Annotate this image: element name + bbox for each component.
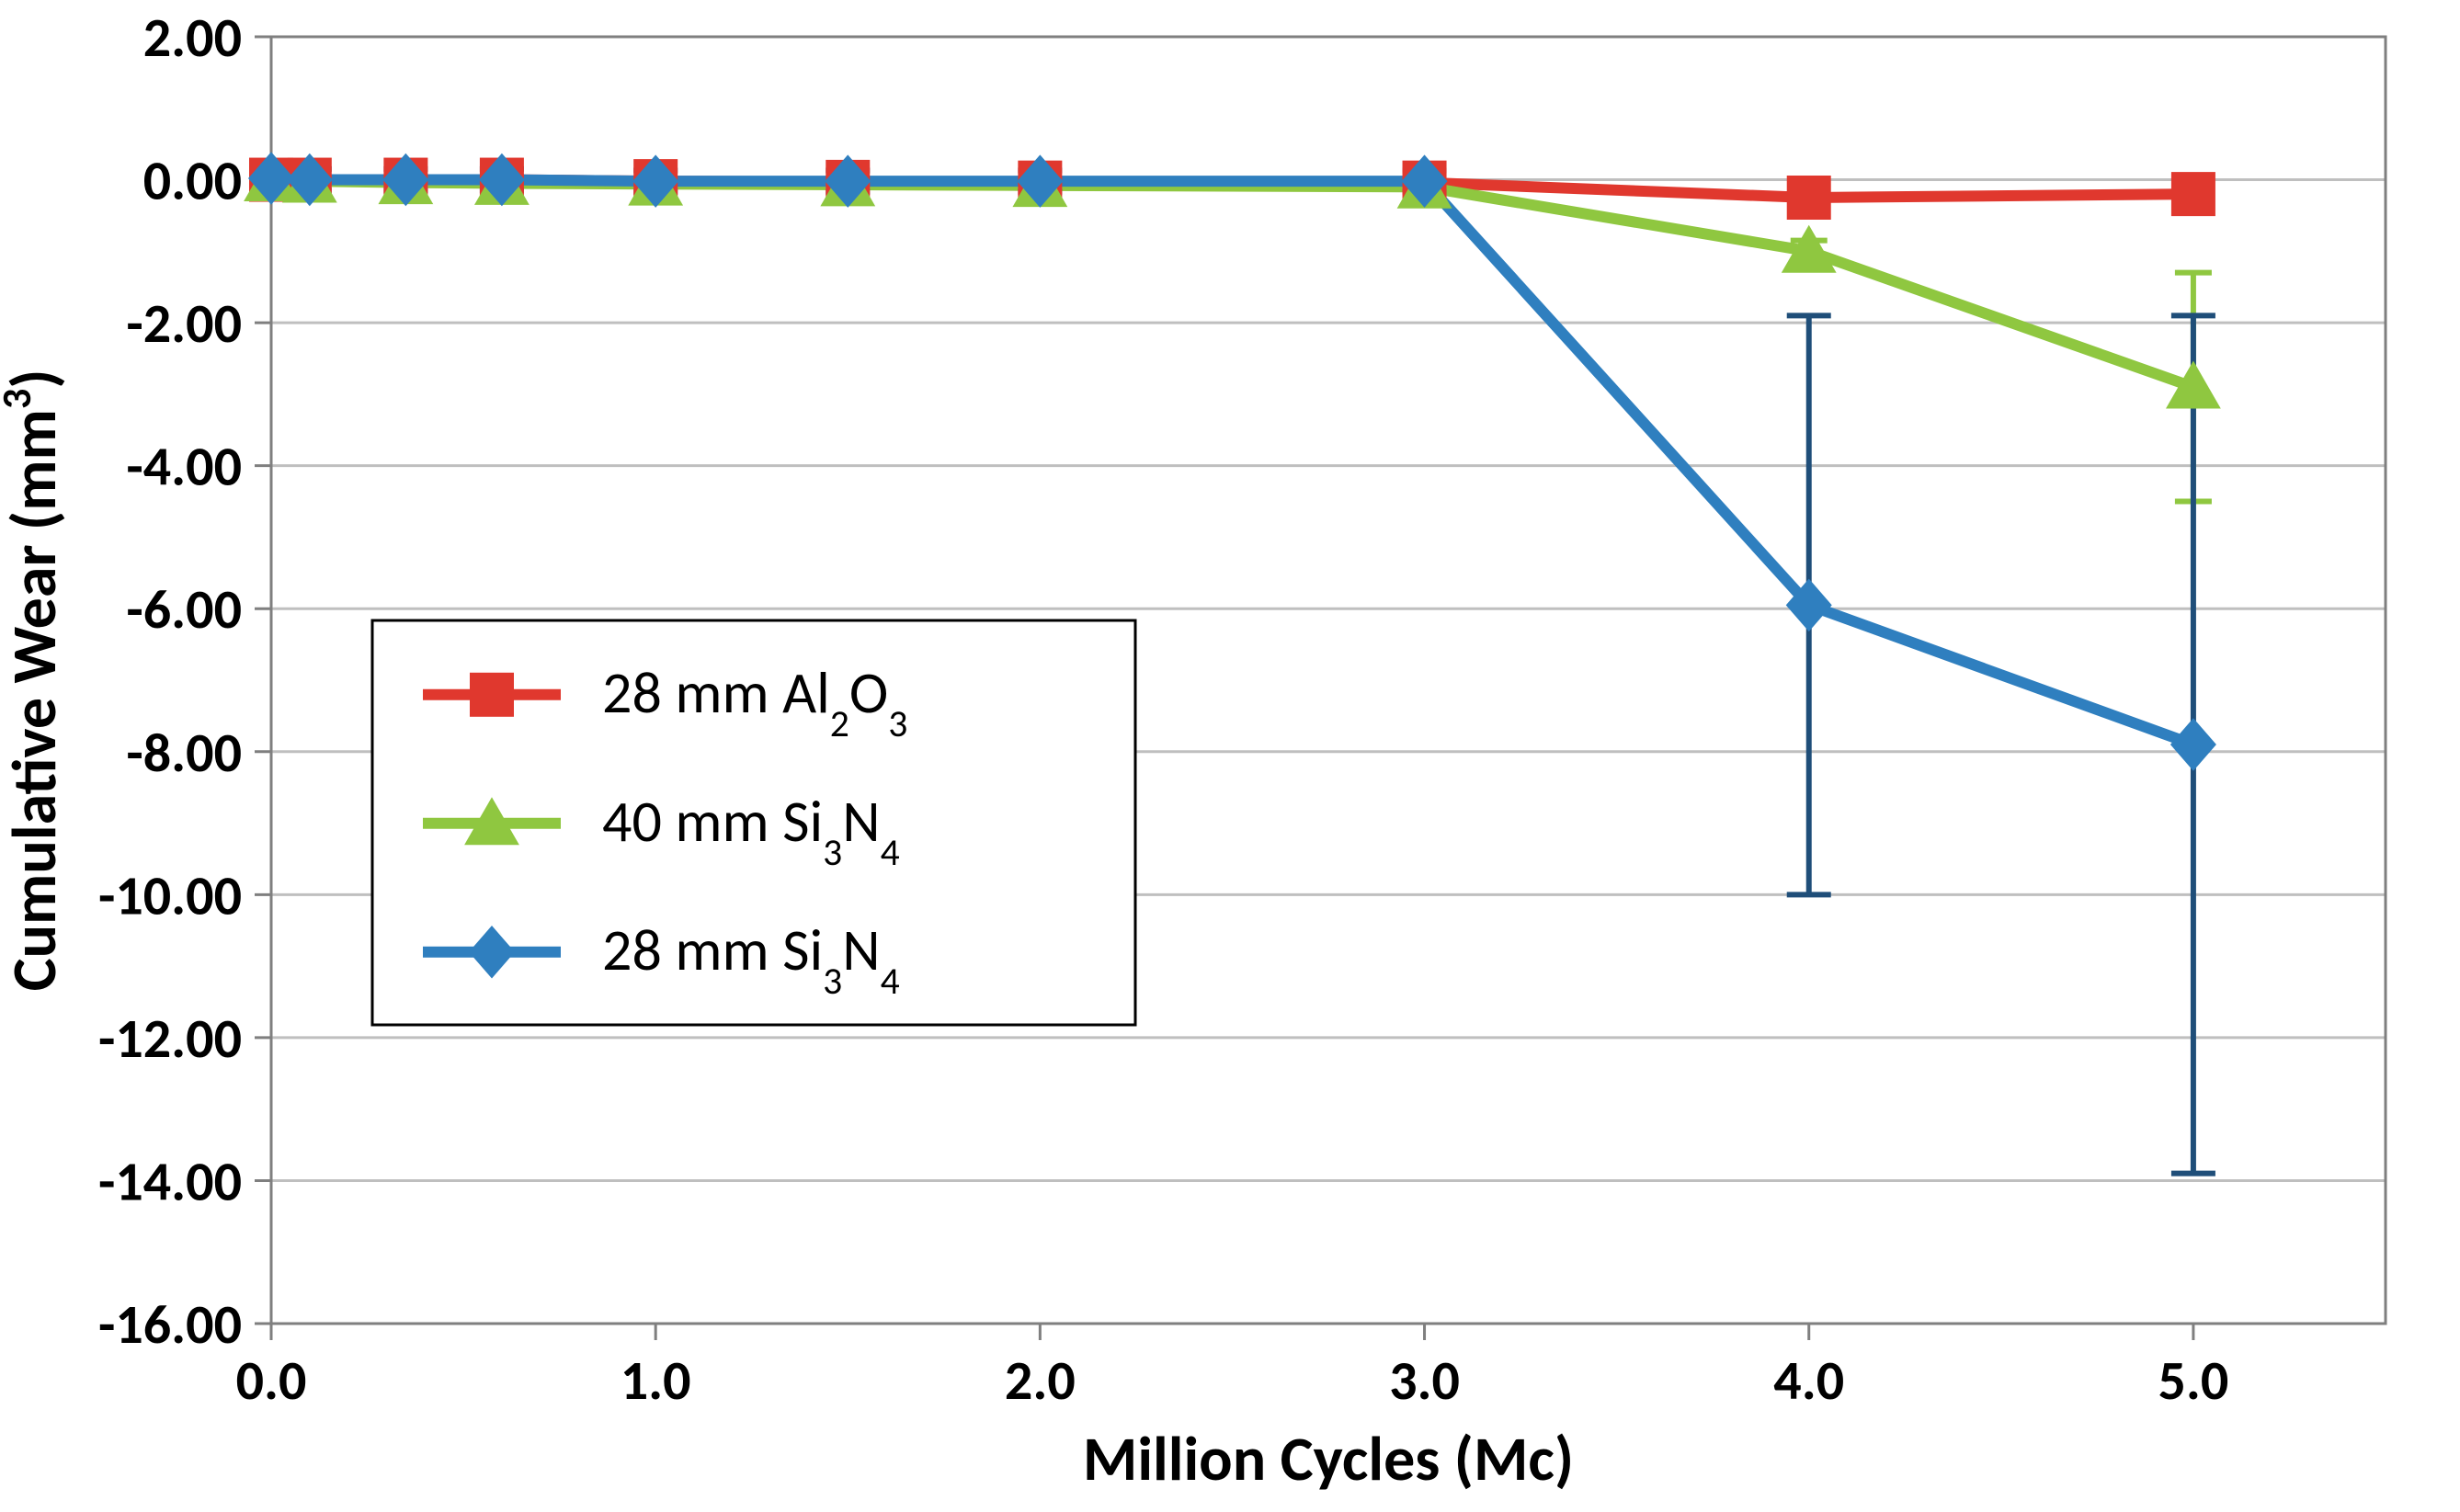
wear-chart: 0.0 1.0 2.0 3.0 4.0 5.0 2.00 0.00 -2.00 -4.00 -6.0… [0,0,2460,1512]
y-tick-label: -2.00 [126,290,242,358]
x-tick-label: 0.0 [236,1347,307,1415]
y-tick-label: 2.00 [143,5,242,72]
y-tick-label: -4.00 [126,434,242,501]
x-tick-label: 5.0 [2158,1347,2228,1415]
chart-container: 0.0 1.0 2.0 3.0 4.0 5.0 2.00 0.00 -2.00 -4.00 -6.0… [0,0,2460,1512]
y-tick-label: -8.00 [126,720,242,787]
marker-square [2171,172,2215,216]
x-axis-title: Million Cycles (Mc) [1083,1421,1574,1497]
y-tick-label: -16.00 [98,1291,242,1359]
x-tick-label: 1.0 [621,1347,691,1415]
x-tick-label: 2.0 [1005,1347,1076,1415]
y-tick-label: -12.00 [98,1006,242,1073]
y-tick-label: 0.00 [143,148,242,215]
y-tick-label: -6.00 [126,576,242,643]
marker-square [1787,176,1831,220]
y-tick-label: -14.00 [98,1148,242,1215]
marker-square [470,673,514,717]
x-tick-label: 4.0 [1773,1347,1844,1415]
y-axis-title: Cumulative Wear (mm3) [0,369,73,992]
x-tick-label: 3.0 [1389,1347,1460,1415]
y-tick-label: -10.00 [98,862,242,929]
